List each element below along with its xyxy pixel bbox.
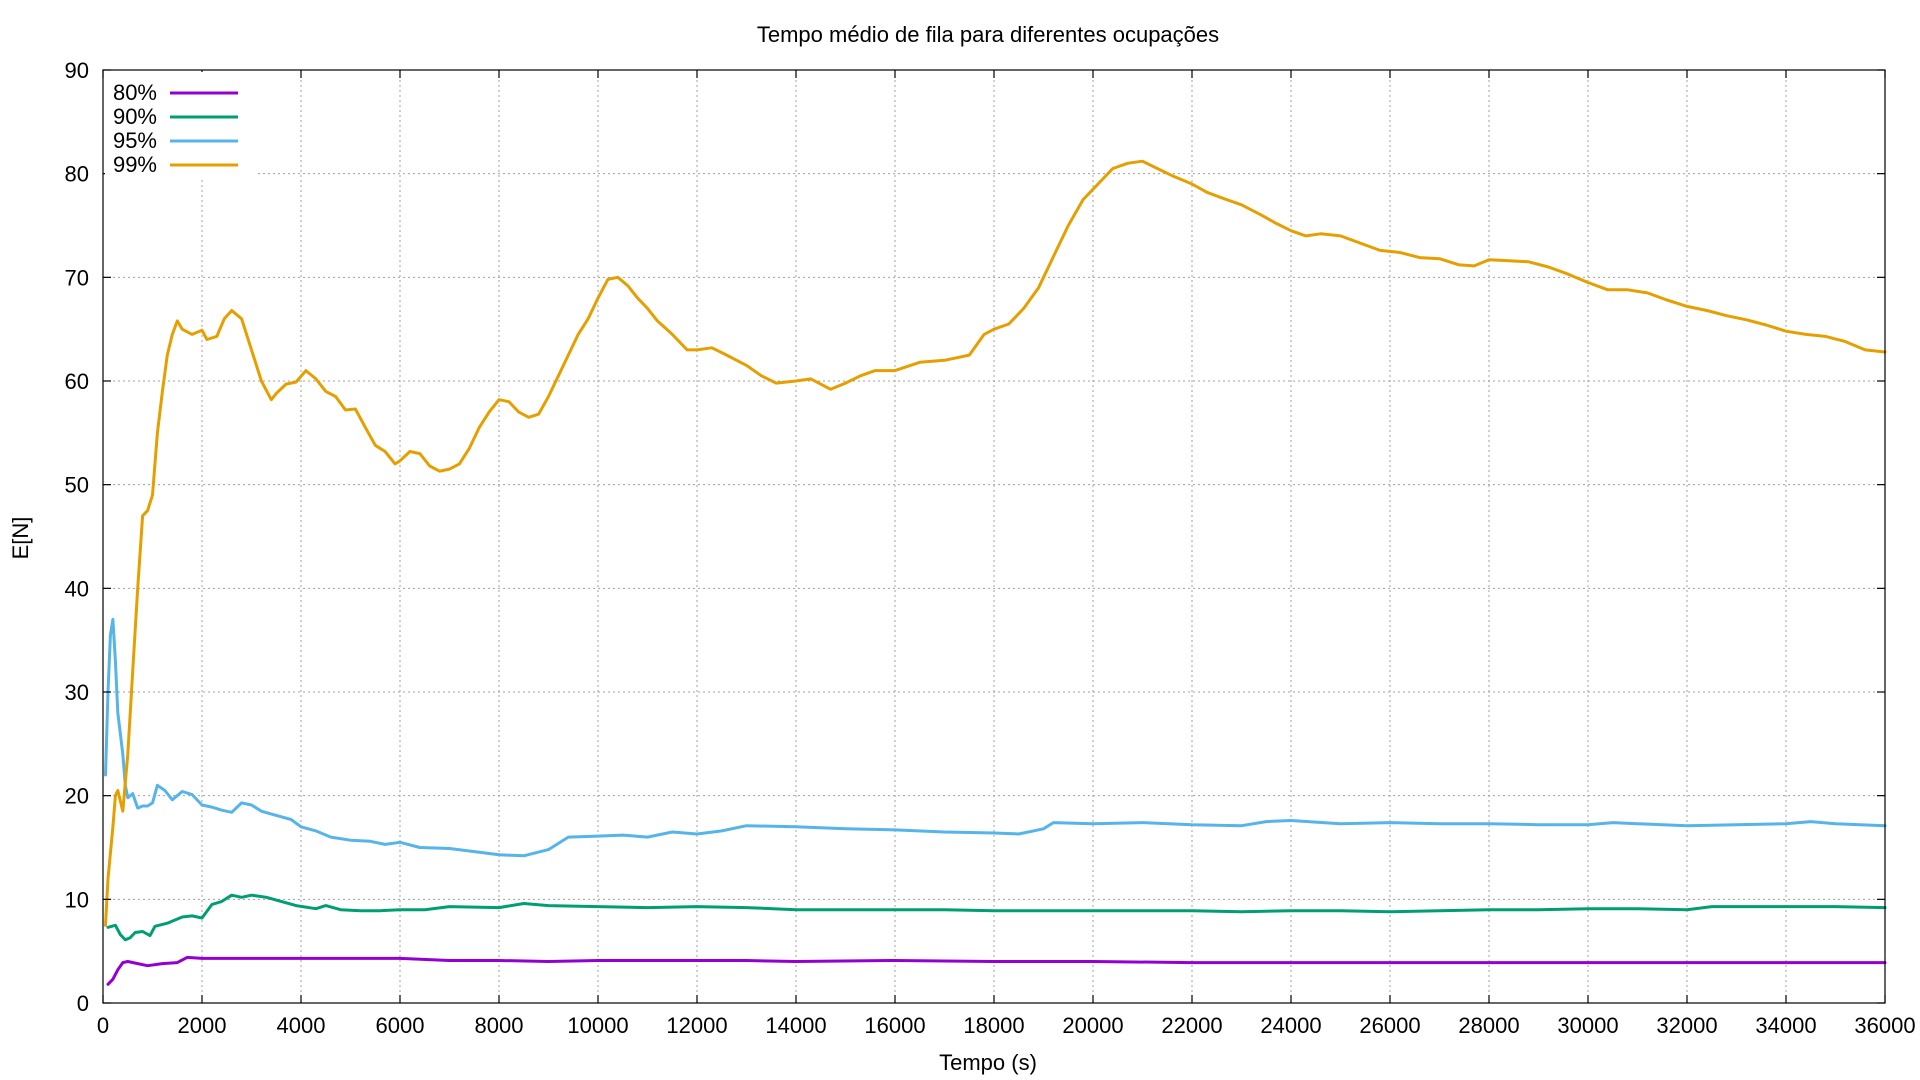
series-line-80pct xyxy=(106,955,1887,986)
series-line-99pct xyxy=(104,159,1887,927)
series-line-90pct xyxy=(106,893,1887,942)
x-tick-label: 0 xyxy=(97,1013,109,1038)
x-tick-label: 6000 xyxy=(376,1013,425,1038)
y-axis-label: E[N] xyxy=(8,517,33,560)
legend: 80%90%95%99% xyxy=(105,72,255,177)
x-tick-label: 8000 xyxy=(475,1013,524,1038)
y-tick-label: 10 xyxy=(65,887,89,912)
legend-label: 80% xyxy=(113,80,157,105)
x-tick-label: 32000 xyxy=(1656,1013,1717,1038)
x-tick-label: 20000 xyxy=(1062,1013,1123,1038)
y-tick-label: 90 xyxy=(65,58,89,83)
y-tick-label: 20 xyxy=(65,784,89,809)
x-tick-label: 16000 xyxy=(864,1013,925,1038)
x-tick-label: 12000 xyxy=(666,1013,727,1038)
x-tick-label: 34000 xyxy=(1755,1013,1816,1038)
x-tick-label: 24000 xyxy=(1260,1013,1321,1038)
x-axis-label: Tempo (s) xyxy=(939,1050,1037,1075)
y-tick-label: 60 xyxy=(65,369,89,394)
y-tick-label: 50 xyxy=(65,473,89,498)
x-tick-label: 22000 xyxy=(1161,1013,1222,1038)
x-tick-label: 26000 xyxy=(1359,1013,1420,1038)
series-lines xyxy=(104,159,1887,986)
gridlines xyxy=(103,70,1885,1003)
y-tick-label: 70 xyxy=(65,265,89,290)
legend-label: 90% xyxy=(113,104,157,129)
x-tick-label: 4000 xyxy=(277,1013,326,1038)
legend-label: 95% xyxy=(113,128,157,153)
x-tick-label: 14000 xyxy=(765,1013,826,1038)
x-tick-label: 18000 xyxy=(963,1013,1024,1038)
y-tick-label: 80 xyxy=(65,162,89,187)
x-tick-label: 36000 xyxy=(1854,1013,1915,1038)
y-tick-label: 30 xyxy=(65,680,89,705)
x-tick-label: 10000 xyxy=(567,1013,628,1038)
x-tick-label: 28000 xyxy=(1458,1013,1519,1038)
chart-title: Tempo médio de fila para diferentes ocup… xyxy=(757,22,1219,47)
legend-label: 99% xyxy=(113,152,157,177)
legend-background xyxy=(105,72,255,177)
series-line-95pct xyxy=(104,617,1887,858)
x-tick-label: 2000 xyxy=(178,1013,227,1038)
y-tick-label: 0 xyxy=(77,991,89,1016)
axis-ticks: 0 2000 4000 6000 8000 10000 12000 14000 16000 180… xyxy=(65,58,1916,1038)
x-tick-label: 30000 xyxy=(1557,1013,1618,1038)
y-tick-label: 40 xyxy=(65,576,89,601)
